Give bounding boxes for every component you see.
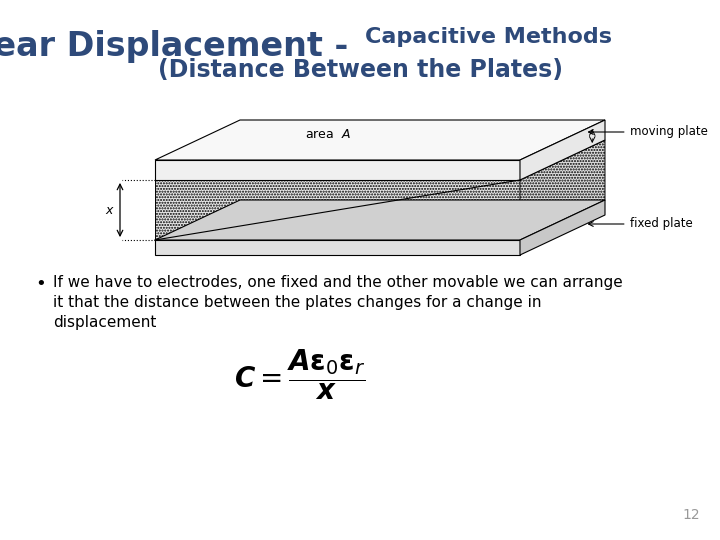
- Text: (Distance Between the Plates): (Distance Between the Plates): [158, 58, 562, 82]
- Text: it that the distance between the plates changes for a change in: it that the distance between the plates …: [53, 295, 541, 310]
- Polygon shape: [155, 160, 520, 180]
- Text: $\boldsymbol{C} = \dfrac{\boldsymbol{A}\boldsymbol{\varepsilon}_0\boldsymbol{\va: $\boldsymbol{C} = \dfrac{\boldsymbol{A}\…: [234, 348, 366, 402]
- Text: Capacitive Methods: Capacitive Methods: [365, 27, 612, 47]
- Polygon shape: [155, 120, 605, 160]
- Polygon shape: [520, 140, 605, 240]
- Text: area  $A$: area $A$: [305, 129, 351, 141]
- Polygon shape: [520, 120, 605, 180]
- Text: moving plate: moving plate: [588, 125, 707, 138]
- Text: 12: 12: [683, 508, 700, 522]
- Text: displacement: displacement: [53, 315, 156, 330]
- Polygon shape: [520, 200, 605, 255]
- Text: $x$: $x$: [105, 204, 115, 217]
- Polygon shape: [155, 240, 520, 255]
- Text: Linear Displacement -: Linear Displacement -: [0, 30, 360, 63]
- Polygon shape: [155, 200, 605, 240]
- Text: fixed plate: fixed plate: [588, 218, 692, 231]
- Text: •: •: [35, 275, 46, 293]
- Polygon shape: [155, 180, 520, 240]
- Text: If we have to electrodes, one fixed and the other movable we can arrange: If we have to electrodes, one fixed and …: [53, 275, 623, 290]
